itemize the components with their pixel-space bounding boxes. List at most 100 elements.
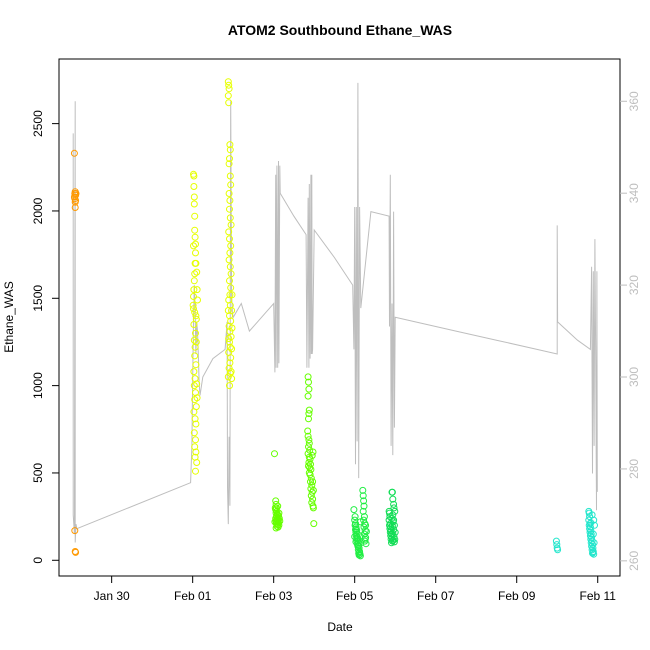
data-point (309, 478, 317, 486)
data-point (226, 146, 234, 154)
data-point (304, 392, 312, 400)
data-point (306, 455, 314, 463)
data-point (226, 197, 234, 204)
data-point (190, 429, 198, 437)
data-point (71, 204, 79, 211)
data-point (389, 495, 397, 503)
data-point (225, 99, 233, 107)
data-point (193, 380, 201, 388)
data-point (271, 450, 278, 458)
data-point (228, 375, 236, 383)
data-point (192, 338, 200, 346)
data-point (225, 256, 233, 264)
data-point (359, 492, 367, 500)
data-point (360, 502, 368, 510)
data-point (306, 471, 314, 479)
data-point (362, 521, 370, 529)
data-point (590, 539, 598, 547)
data-point (275, 509, 283, 517)
data-point (226, 155, 233, 163)
x-tick-label: Feb 09 (498, 589, 536, 603)
data-point (226, 382, 233, 390)
data-point (390, 500, 398, 508)
x-tick-label: Feb 11 (579, 589, 616, 603)
data-point (72, 197, 80, 204)
data-point (226, 214, 234, 222)
data-point (191, 343, 199, 351)
data-point (70, 149, 78, 157)
data-point (307, 474, 315, 482)
data-point (225, 228, 233, 236)
data-point (359, 486, 367, 494)
y-axis-right: 260 280 300 320 340 360 (620, 91, 641, 571)
data-point (225, 364, 233, 372)
data-point (352, 538, 360, 546)
data-point (191, 212, 199, 220)
data-point (192, 259, 200, 267)
data-point (190, 183, 198, 190)
data-point (553, 541, 561, 549)
data-point (307, 478, 314, 486)
data-point (390, 538, 398, 546)
data-point (228, 345, 236, 353)
data-point (305, 406, 313, 414)
data-point (308, 452, 316, 459)
data-point (71, 527, 79, 535)
y-axis-left: 0 500 1000 1500 2000 2500 (31, 110, 59, 564)
data-point (194, 296, 201, 304)
y2-tick-label: 320 (627, 275, 641, 295)
data-point (351, 513, 359, 521)
data-point (390, 504, 398, 512)
data-point (309, 448, 317, 456)
y-tick-label: 1000 (31, 372, 45, 399)
data-point (305, 443, 312, 451)
data-point (391, 507, 399, 515)
data-point (226, 312, 233, 320)
data-point (190, 242, 197, 250)
data-point (304, 373, 312, 381)
data-point (306, 464, 314, 472)
data-point (228, 291, 236, 299)
data-point (190, 305, 197, 313)
data-point (192, 448, 200, 456)
data-point (191, 352, 199, 360)
data-point (191, 415, 199, 423)
x-tick-label: Feb 01 (174, 589, 212, 603)
data-point (305, 462, 312, 470)
x-axis: Jan 30 Feb 01 Feb 03 Feb 05 Feb 07 Feb 09 Feb … (94, 576, 616, 603)
data-point (192, 312, 200, 320)
data-point (391, 535, 399, 543)
data-point (390, 516, 398, 524)
data-point (226, 359, 234, 367)
y-tick-label: 0 (31, 557, 45, 564)
data-point (360, 497, 368, 505)
data-point (309, 486, 317, 494)
data-point (226, 291, 234, 299)
data-point (190, 408, 198, 416)
data-point (225, 160, 233, 168)
data-point (359, 507, 367, 515)
data-point (192, 249, 199, 257)
data-point (190, 336, 198, 344)
data-point (225, 85, 233, 93)
data-point (388, 488, 396, 496)
data-point (190, 286, 198, 294)
altitude-line-layer (72, 82, 598, 543)
y2-tick-label: 260 (627, 550, 641, 570)
data-point (193, 394, 201, 402)
data-point (191, 226, 199, 234)
y2-tick-label: 300 (627, 367, 641, 387)
data-point (309, 504, 317, 512)
data-point (307, 460, 314, 468)
points-layer (70, 78, 598, 560)
data-point (305, 415, 312, 423)
data-point (361, 527, 369, 535)
data-point (226, 263, 234, 271)
data-point (225, 335, 233, 342)
data-point (305, 378, 312, 386)
plot-frame (58, 58, 621, 577)
data-point (191, 443, 199, 451)
y-tick-label: 2500 (31, 110, 45, 137)
data-point (305, 436, 313, 444)
data-point (356, 548, 364, 556)
